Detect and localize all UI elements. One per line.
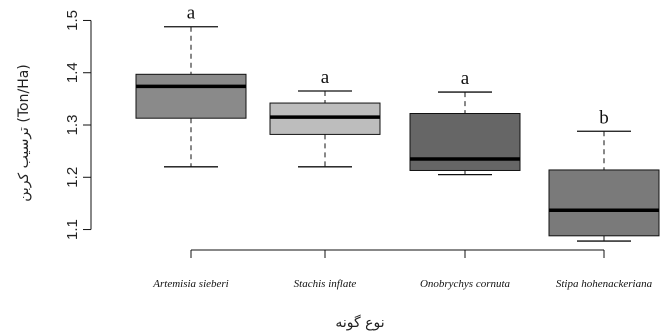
y-tick-label: 1.5 <box>64 10 81 31</box>
interquartile-box <box>548 169 660 237</box>
x-tick-label: Onobrychys cornuta <box>420 278 511 290</box>
significance-letter: a <box>321 67 330 88</box>
box-group: a <box>269 67 381 168</box>
x-axis-title: نوع گونه <box>335 314 384 331</box>
box-plot-series: a a a b <box>135 3 660 242</box>
significance-letter: a <box>461 68 470 89</box>
y-tick-label: 1.1 <box>64 219 81 240</box>
y-axis: 1.1 1.2 1.3 1.4 1.5 <box>64 10 92 240</box>
x-tick-label: Artemisia sieberi <box>152 278 228 290</box>
y-axis-title: ترسیب کربن (Ton/Ha) <box>16 64 32 202</box>
x-tick-label: Stachis inflate <box>294 278 357 290</box>
y-tick-label: 1.4 <box>64 62 81 83</box>
x-tick-label: Stipa hohenackeriana <box>556 278 653 290</box>
y-tick-label: 1.3 <box>64 115 81 136</box>
significance-letter: b <box>599 107 609 128</box>
interquartile-box <box>135 73 247 119</box>
interquartile-box <box>409 113 521 171</box>
significance-letter: a <box>187 3 196 24</box>
x-axis: Artemisia sieberi Stachis inflate Onobrych… <box>152 249 653 290</box>
box-group: a <box>409 68 521 176</box>
y-tick-label: 1.2 <box>64 167 81 188</box>
box-group: a <box>135 3 247 168</box>
box-group: b <box>548 107 660 242</box>
